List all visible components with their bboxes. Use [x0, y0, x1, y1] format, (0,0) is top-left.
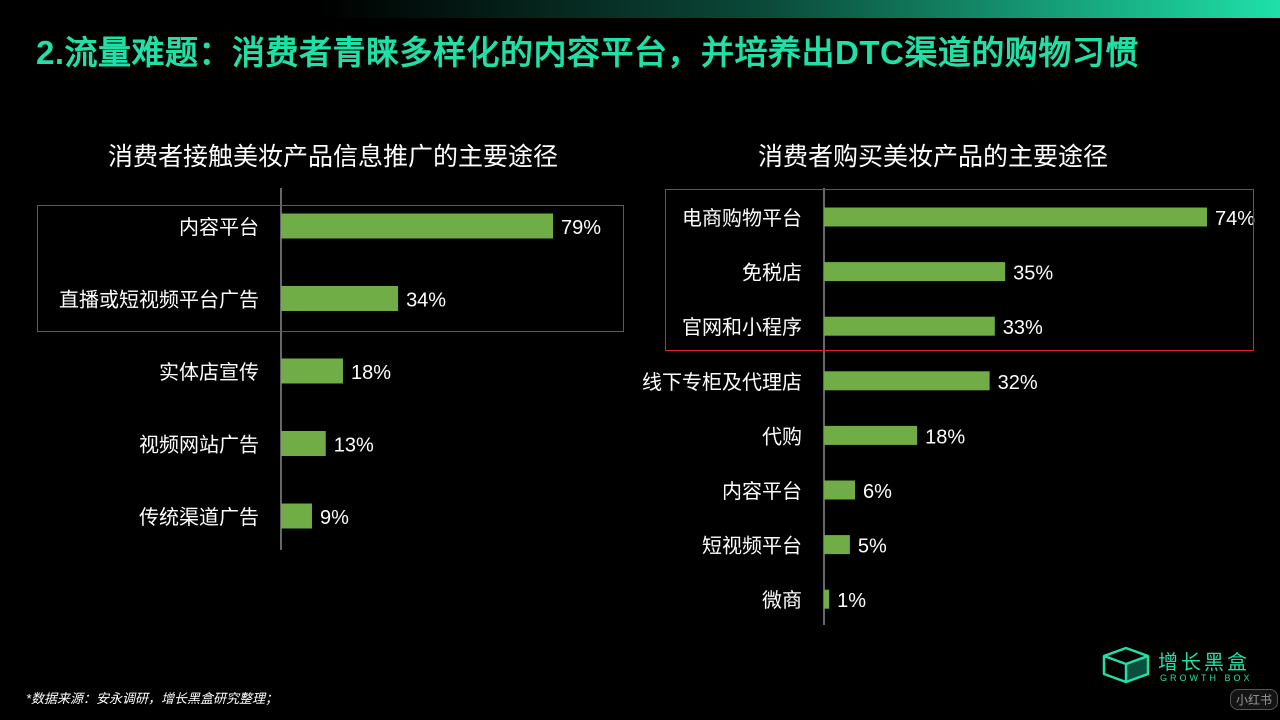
category-label: 短视频平台 [702, 535, 802, 558]
data-label: 33% [1003, 317, 1043, 339]
brand-subtitle: GROWTH BOX [1160, 673, 1253, 683]
category-label: 免税店 [742, 262, 802, 285]
footnote: *数据来源：安永调研，增长黑盒研究整理； [26, 691, 279, 706]
bar [281, 503, 312, 529]
category-label: 传统渠道广告 [139, 506, 259, 529]
data-label: 79% [561, 217, 601, 239]
bar [824, 425, 918, 445]
top-gradient-bar [0, 0, 1280, 18]
right-chart-title: 消费者购买美妆产品的主要途径 [758, 143, 1109, 171]
bar [824, 535, 850, 555]
bar [281, 431, 326, 456]
category-label: 代购 [762, 425, 802, 448]
data-label: 5% [858, 536, 887, 558]
category-label: 内容平台 [179, 216, 259, 239]
data-label: 9% [320, 507, 349, 529]
category-label: 内容平台 [722, 480, 802, 503]
brand-name: 增长黑盒 [1158, 652, 1250, 674]
data-label: 35% [1013, 263, 1053, 285]
data-label: 18% [351, 362, 391, 384]
left-bar-chart: 内容平台 79% 直播或短视频平台广告 34% 实体店宣传 18% 视频网站广告 13% 传统渠… [59, 188, 601, 550]
data-label: 13% [334, 435, 374, 457]
bar [824, 480, 856, 500]
bar [281, 213, 553, 239]
data-label: 34% [406, 290, 446, 312]
data-label: 32% [998, 372, 1038, 394]
cube-icon [1102, 646, 1150, 684]
page-title: 2.流量难题：消费者青睐多样化的内容平台，并培养出DTC渠道的购物习惯 [36, 34, 1139, 71]
data-label: 6% [863, 481, 892, 503]
bar [824, 316, 995, 336]
brand-logo: 增长黑盒 GROWTH BOX [1100, 644, 1250, 684]
bar [281, 358, 343, 384]
category-label: 电商购物平台 [682, 207, 802, 230]
data-label: 18% [925, 426, 965, 448]
category-label: 视频网站广告 [139, 434, 259, 457]
bar [824, 589, 830, 609]
watermark: 小红书 [1230, 689, 1279, 710]
category-label: 微商 [762, 589, 802, 612]
category-label: 实体店宣传 [159, 361, 259, 384]
bar [824, 207, 1207, 227]
data-label: 74% [1215, 208, 1255, 230]
right-highlight-box [665, 189, 1254, 351]
data-label: 1% [837, 590, 866, 612]
left-highlight-box [37, 205, 624, 332]
bar [824, 371, 990, 391]
bar [824, 262, 1006, 282]
category-label: 直播或短视频平台广告 [59, 289, 259, 312]
category-label: 官网和小程序 [682, 316, 802, 339]
category-label: 线下专柜及代理店 [642, 371, 802, 394]
left-chart-title: 消费者接触美妆产品信息推广的主要途径 [108, 143, 559, 171]
bar [281, 286, 399, 311]
right-bar-chart: 电商购物平台 74% 免税店 35% 官网和小程序 33% 线下专柜及代理店 32% 代购 18%… [642, 188, 1255, 625]
